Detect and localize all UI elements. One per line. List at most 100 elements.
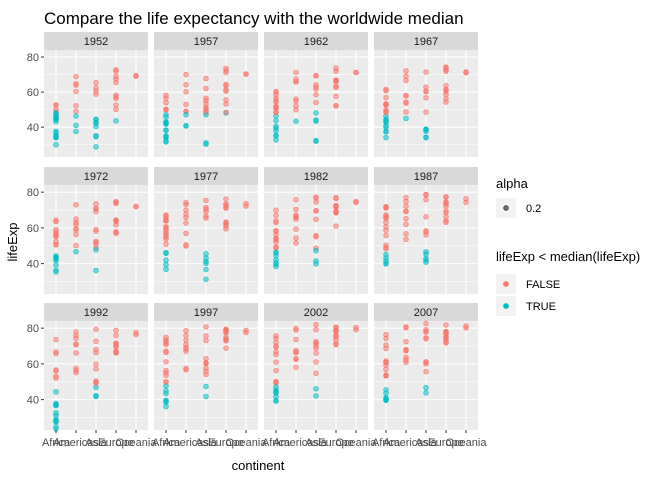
data-point — [183, 122, 189, 129]
facet-strip-label: 1977 — [194, 171, 218, 183]
data-point — [183, 345, 189, 351]
data-point — [273, 349, 279, 355]
data-point — [183, 242, 189, 248]
data-point — [443, 322, 449, 328]
facet-strip-label: 1952 — [84, 36, 108, 48]
data-point — [73, 242, 79, 249]
data-point — [293, 118, 299, 124]
data-point — [223, 196, 229, 202]
data-point — [293, 235, 299, 241]
data-point — [273, 231, 279, 238]
data-point — [273, 207, 279, 213]
data-point — [73, 231, 79, 238]
facet-strip-label: 1997 — [194, 307, 218, 319]
data-point — [403, 221, 409, 228]
data-point — [333, 84, 339, 91]
data-point — [53, 241, 59, 248]
data-point — [383, 118, 389, 125]
data-point — [443, 194, 449, 200]
data-point — [73, 73, 79, 80]
data-point — [443, 334, 449, 340]
data-point — [273, 212, 279, 219]
data-point — [223, 65, 229, 72]
data-point — [53, 416, 59, 423]
data-point — [403, 115, 409, 122]
data-point — [93, 91, 99, 97]
y-tick-label: 80 — [27, 52, 39, 64]
data-point — [423, 214, 429, 220]
data-point — [163, 334, 169, 341]
data-point — [333, 103, 339, 109]
facet-strip-label: 1962 — [304, 36, 328, 48]
data-point — [93, 119, 99, 126]
legend: alpha 0.2 lifeExp < median(lifeExp) FALS… — [496, 176, 640, 316]
data-point — [423, 368, 429, 375]
facet-strip — [264, 167, 368, 185]
data-point — [93, 241, 99, 247]
data-point — [243, 201, 249, 207]
legend-true-dot — [503, 303, 509, 309]
data-point — [163, 127, 169, 133]
data-point — [73, 88, 79, 95]
data-point — [183, 365, 189, 372]
data-point — [423, 255, 429, 262]
data-point — [93, 366, 99, 372]
data-point — [53, 389, 59, 395]
data-point — [383, 358, 389, 364]
data-point — [203, 393, 209, 400]
data-point — [163, 106, 169, 113]
data-point — [53, 267, 59, 273]
facet-strip — [44, 303, 148, 321]
data-point — [73, 329, 79, 335]
x-tick-label: Asia — [195, 437, 217, 449]
data-point — [203, 333, 209, 339]
facet-panel-1992: 1992 40 60 80 AfricaAmericasAsiaEuropeOceani… — [27, 303, 157, 449]
data-point — [383, 342, 389, 348]
data-point — [403, 348, 409, 354]
data-point — [443, 86, 449, 93]
data-point — [313, 370, 319, 376]
data-point — [183, 71, 189, 78]
data-point — [53, 142, 59, 148]
data-point — [463, 69, 469, 75]
data-point — [273, 333, 279, 339]
data-point — [383, 134, 389, 141]
data-point — [93, 133, 99, 140]
data-point — [203, 75, 209, 82]
data-point — [383, 94, 389, 101]
data-point — [333, 223, 339, 229]
data-point — [113, 67, 119, 73]
x-tick-label: Oceania — [226, 437, 268, 449]
data-point — [203, 324, 209, 330]
facet-strip — [374, 167, 478, 185]
data-point — [73, 350, 79, 356]
data-point — [203, 97, 209, 104]
data-point — [163, 397, 169, 403]
facet-strip-label: 2002 — [304, 307, 328, 319]
data-point — [423, 88, 429, 95]
facet-strip — [154, 32, 258, 50]
data-point — [183, 332, 189, 339]
data-point — [223, 81, 229, 88]
legend-false-label: FALSE — [526, 279, 560, 291]
data-point — [183, 327, 189, 334]
data-point — [293, 349, 299, 355]
facet-strip-label: 1957 — [194, 36, 218, 48]
data-point — [73, 342, 79, 348]
data-point — [383, 373, 389, 379]
data-point — [133, 329, 139, 336]
legend-alpha-dot — [503, 205, 509, 211]
x-tick-label: Asia — [305, 437, 327, 449]
data-point — [333, 328, 339, 335]
data-point — [403, 215, 409, 222]
data-point — [423, 385, 429, 391]
data-point — [383, 255, 389, 261]
data-point — [423, 69, 429, 75]
data-point — [93, 144, 99, 150]
x-tick-label: Africa — [42, 437, 71, 449]
data-point — [243, 71, 249, 77]
data-point — [203, 365, 209, 372]
data-point — [163, 241, 169, 247]
data-point — [313, 359, 319, 365]
